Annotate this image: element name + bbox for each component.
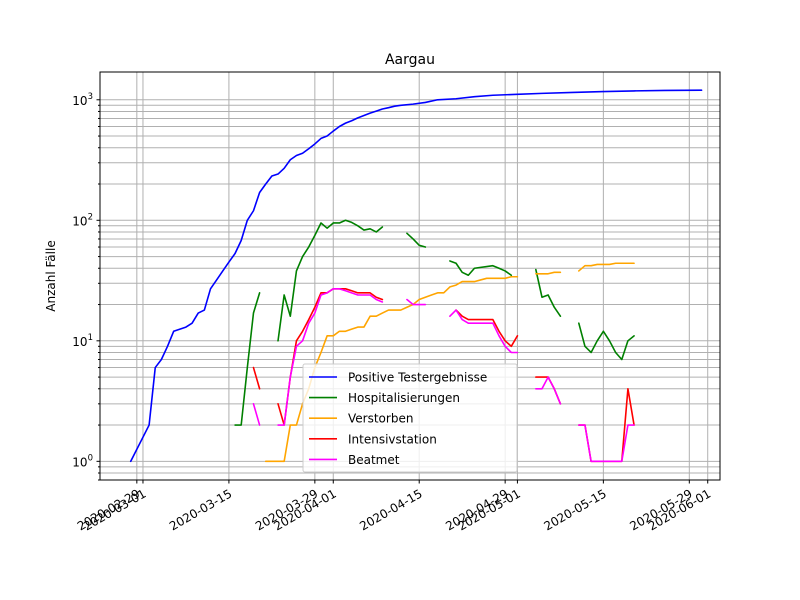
legend-label: Verstorben	[348, 412, 413, 426]
y-tick-exponent: 2	[88, 212, 93, 222]
y-tick-label: 103	[72, 92, 93, 108]
legend-label: Positive Testergebnisse	[348, 371, 487, 385]
legend: Positive Testergebnisse Hospitalisierunge…	[302, 363, 518, 473]
y-tick-exponent: 0	[88, 453, 93, 463]
y-tick-base: 10	[72, 94, 87, 108]
legend-label: Hospitalisierungen	[348, 391, 460, 405]
legend-label: Intensivstation	[348, 432, 437, 446]
series-line-positive-testergebnisse	[129, 89, 703, 463]
plot-frame	[99, 71, 721, 481]
y-tick-base: 10	[72, 214, 87, 228]
series-line-beatmet	[252, 288, 635, 463]
y-axis-label: Anzahl Fälle	[44, 240, 58, 311]
series-line-hospitalisierungen	[234, 219, 635, 426]
y-tick-base: 10	[72, 455, 87, 469]
y-tick-exponent: 1	[88, 333, 93, 343]
legend-label: Beatmet	[348, 453, 400, 467]
y-tick-label: 102	[72, 212, 93, 228]
legend-box	[302, 363, 518, 473]
y-tick-base: 10	[72, 335, 87, 349]
y-tick-label: 100	[72, 453, 93, 469]
chart-title: Aargau	[385, 52, 435, 68]
series-lines	[129, 89, 703, 463]
y-tick-label: 101	[72, 333, 93, 349]
y-tick-exponent: 3	[88, 92, 93, 102]
